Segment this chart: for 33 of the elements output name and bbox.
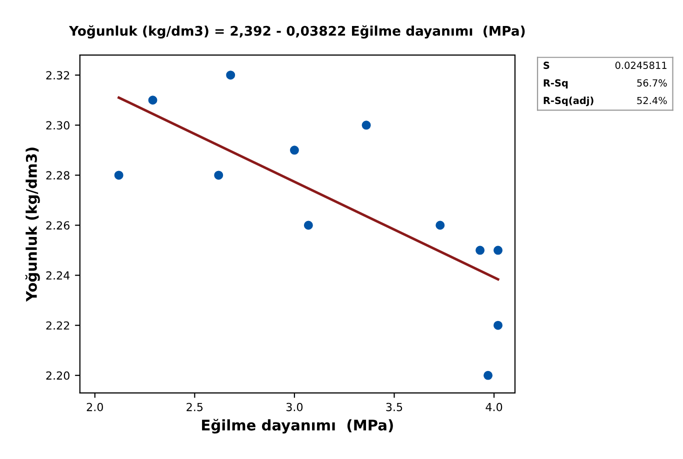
text: S (544, 62, 550, 69)
y-axis-title: Yoğunluk (kg/dm3) (25, 148, 40, 302)
point (214, 170, 224, 180)
point (362, 120, 371, 130)
point (226, 70, 236, 80)
chart-title: Yoğunluk (kg/dm3) = 2,392 - 0,03822 Eğilme dayanımı (MPa) (68, 25, 525, 38)
x-tick-label: 3.5 (386, 402, 402, 412)
x-tick-label: 2.5 (186, 402, 203, 412)
y-tick-label: 2.30 (46, 121, 70, 130)
point (436, 220, 445, 230)
y-tick-label: 2.26 (46, 221, 70, 230)
point (148, 96, 158, 105)
text: 56.7% (637, 79, 667, 87)
y-tick-label: 2.22 (46, 321, 70, 330)
point (476, 246, 485, 255)
text: 0.0245811 (615, 62, 666, 69)
point (484, 370, 493, 380)
y-tick-label: 2.20 (46, 371, 70, 380)
text: 52.4% (637, 96, 667, 104)
x-tick-label: 2.0 (86, 402, 103, 412)
point (494, 246, 503, 255)
x-axis-title: Eğilme dayanımı (MPa) (202, 418, 393, 434)
x-tick-label: 3.0 (286, 402, 303, 412)
point (290, 146, 299, 155)
y-tick-label: 2.32 (46, 71, 70, 80)
y-tick-label: 2.24 (46, 271, 70, 280)
x-tick-label: 4.0 (486, 402, 502, 412)
text: R-Sq(adj) (544, 96, 594, 106)
point (114, 170, 124, 180)
y-tick-label: 2.28 (46, 171, 70, 180)
point (494, 320, 503, 330)
text: R-Sq (544, 79, 568, 88)
point (304, 220, 313, 230)
